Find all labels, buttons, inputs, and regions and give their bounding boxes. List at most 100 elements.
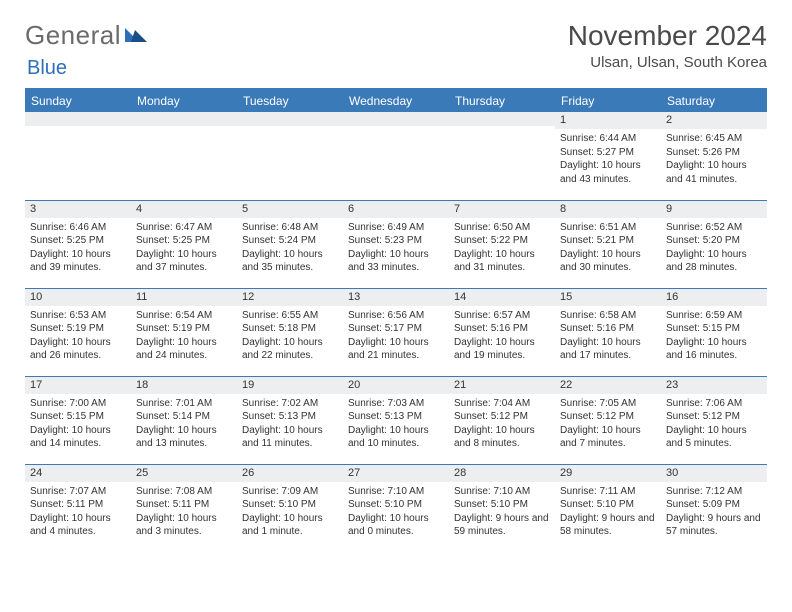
weekday-header: Tuesday <box>237 89 343 112</box>
sunset-text: Sunset: 5:23 PM <box>348 234 444 248</box>
day-cell: 13Sunrise: 6:56 AMSunset: 5:17 PMDayligh… <box>343 288 449 376</box>
day-details: Sunrise: 7:03 AMSunset: 5:13 PMDaylight:… <box>343 394 449 455</box>
day-number: 19 <box>237 377 343 394</box>
day-details: Sunrise: 7:05 AMSunset: 5:12 PMDaylight:… <box>555 394 661 455</box>
day-details: Sunrise: 7:07 AMSunset: 5:11 PMDaylight:… <box>25 482 131 543</box>
day-cell: 7Sunrise: 6:50 AMSunset: 5:22 PMDaylight… <box>449 200 555 288</box>
day-details: Sunrise: 6:48 AMSunset: 5:24 PMDaylight:… <box>237 218 343 279</box>
day-cell: 17Sunrise: 7:00 AMSunset: 5:15 PMDayligh… <box>25 376 131 464</box>
sunrise-text: Sunrise: 7:05 AM <box>560 397 656 411</box>
day-number: 3 <box>25 201 131 218</box>
day-details: Sunrise: 6:54 AMSunset: 5:19 PMDaylight:… <box>131 306 237 367</box>
day-cell: 8Sunrise: 6:51 AMSunset: 5:21 PMDaylight… <box>555 200 661 288</box>
weekday-header-row: Sunday Monday Tuesday Wednesday Thursday… <box>25 89 767 112</box>
day-cell: 26Sunrise: 7:09 AMSunset: 5:10 PMDayligh… <box>237 464 343 552</box>
day-cell <box>343 112 449 200</box>
day-number: 26 <box>237 465 343 482</box>
day-number: 17 <box>25 377 131 394</box>
day-number: 22 <box>555 377 661 394</box>
sunset-text: Sunset: 5:09 PM <box>666 498 762 512</box>
week-row: 24Sunrise: 7:07 AMSunset: 5:11 PMDayligh… <box>25 464 767 552</box>
sunrise-text: Sunrise: 7:06 AM <box>666 397 762 411</box>
day-cell: 27Sunrise: 7:10 AMSunset: 5:10 PMDayligh… <box>343 464 449 552</box>
sunset-text: Sunset: 5:11 PM <box>30 498 126 512</box>
daylight-text: Daylight: 10 hours and 43 minutes. <box>560 159 656 186</box>
daylight-text: Daylight: 10 hours and 21 minutes. <box>348 336 444 363</box>
weekday-header: Sunday <box>25 89 131 112</box>
sunrise-text: Sunrise: 7:04 AM <box>454 397 550 411</box>
daylight-text: Daylight: 10 hours and 37 minutes. <box>136 248 232 275</box>
day-cell: 14Sunrise: 6:57 AMSunset: 5:16 PMDayligh… <box>449 288 555 376</box>
day-number: 13 <box>343 289 449 306</box>
daylight-text: Daylight: 10 hours and 30 minutes. <box>560 248 656 275</box>
daylight-text: Daylight: 10 hours and 26 minutes. <box>30 336 126 363</box>
day-details: Sunrise: 6:52 AMSunset: 5:20 PMDaylight:… <box>661 218 767 279</box>
day-details: Sunrise: 6:45 AMSunset: 5:26 PMDaylight:… <box>661 129 767 190</box>
day-cell: 10Sunrise: 6:53 AMSunset: 5:19 PMDayligh… <box>25 288 131 376</box>
day-cell: 15Sunrise: 6:58 AMSunset: 5:16 PMDayligh… <box>555 288 661 376</box>
sunset-text: Sunset: 5:11 PM <box>136 498 232 512</box>
sunrise-text: Sunrise: 6:47 AM <box>136 221 232 235</box>
sunset-text: Sunset: 5:15 PM <box>666 322 762 336</box>
sunset-text: Sunset: 5:22 PM <box>454 234 550 248</box>
daylight-text: Daylight: 10 hours and 41 minutes. <box>666 159 762 186</box>
day-number: 30 <box>661 465 767 482</box>
day-cell: 29Sunrise: 7:11 AMSunset: 5:10 PMDayligh… <box>555 464 661 552</box>
day-number: 27 <box>343 465 449 482</box>
daylight-text: Daylight: 10 hours and 33 minutes. <box>348 248 444 275</box>
sunrise-text: Sunrise: 6:48 AM <box>242 221 338 235</box>
weekday-header: Wednesday <box>343 89 449 112</box>
sunrise-text: Sunrise: 7:08 AM <box>136 485 232 499</box>
day-details: Sunrise: 6:59 AMSunset: 5:15 PMDaylight:… <box>661 306 767 367</box>
daylight-text: Daylight: 10 hours and 3 minutes. <box>136 512 232 539</box>
sunset-text: Sunset: 5:27 PM <box>560 146 656 160</box>
day-cell: 9Sunrise: 6:52 AMSunset: 5:20 PMDaylight… <box>661 200 767 288</box>
sunset-text: Sunset: 5:18 PM <box>242 322 338 336</box>
day-details: Sunrise: 7:12 AMSunset: 5:09 PMDaylight:… <box>661 482 767 543</box>
sunset-text: Sunset: 5:10 PM <box>454 498 550 512</box>
day-details: Sunrise: 6:55 AMSunset: 5:18 PMDaylight:… <box>237 306 343 367</box>
day-number: 5 <box>237 201 343 218</box>
day-details: Sunrise: 6:49 AMSunset: 5:23 PMDaylight:… <box>343 218 449 279</box>
sunrise-text: Sunrise: 6:49 AM <box>348 221 444 235</box>
sunrise-text: Sunrise: 6:51 AM <box>560 221 656 235</box>
day-cell: 16Sunrise: 6:59 AMSunset: 5:15 PMDayligh… <box>661 288 767 376</box>
day-cell <box>237 112 343 200</box>
day-cell: 23Sunrise: 7:06 AMSunset: 5:12 PMDayligh… <box>661 376 767 464</box>
day-details: Sunrise: 6:56 AMSunset: 5:17 PMDaylight:… <box>343 306 449 367</box>
day-cell: 28Sunrise: 7:10 AMSunset: 5:10 PMDayligh… <box>449 464 555 552</box>
day-cell: 12Sunrise: 6:55 AMSunset: 5:18 PMDayligh… <box>237 288 343 376</box>
daylight-text: Daylight: 10 hours and 39 minutes. <box>30 248 126 275</box>
sunrise-text: Sunrise: 6:44 AM <box>560 132 656 146</box>
logo: General <box>25 20 147 51</box>
day-cell <box>25 112 131 200</box>
day-number: 15 <box>555 289 661 306</box>
day-number: 20 <box>343 377 449 394</box>
sunrise-text: Sunrise: 6:55 AM <box>242 309 338 323</box>
sunset-text: Sunset: 5:15 PM <box>30 410 126 424</box>
day-cell: 3Sunrise: 6:46 AMSunset: 5:25 PMDaylight… <box>25 200 131 288</box>
day-details: Sunrise: 6:50 AMSunset: 5:22 PMDaylight:… <box>449 218 555 279</box>
week-row: 10Sunrise: 6:53 AMSunset: 5:19 PMDayligh… <box>25 288 767 376</box>
day-details: Sunrise: 6:58 AMSunset: 5:16 PMDaylight:… <box>555 306 661 367</box>
day-number: 2 <box>661 112 767 129</box>
day-number: 10 <box>25 289 131 306</box>
week-row: 1Sunrise: 6:44 AMSunset: 5:27 PMDaylight… <box>25 112 767 200</box>
day-number: 9 <box>661 201 767 218</box>
day-number <box>25 112 131 126</box>
sunrise-text: Sunrise: 7:09 AM <box>242 485 338 499</box>
day-details: Sunrise: 7:10 AMSunset: 5:10 PMDaylight:… <box>343 482 449 543</box>
day-details: Sunrise: 7:04 AMSunset: 5:12 PMDaylight:… <box>449 394 555 455</box>
sunrise-text: Sunrise: 6:52 AM <box>666 221 762 235</box>
day-cell: 22Sunrise: 7:05 AMSunset: 5:12 PMDayligh… <box>555 376 661 464</box>
sunset-text: Sunset: 5:12 PM <box>560 410 656 424</box>
day-details: Sunrise: 6:44 AMSunset: 5:27 PMDaylight:… <box>555 129 661 190</box>
day-number <box>449 112 555 126</box>
daylight-text: Daylight: 10 hours and 28 minutes. <box>666 248 762 275</box>
day-details: Sunrise: 7:06 AMSunset: 5:12 PMDaylight:… <box>661 394 767 455</box>
daylight-text: Daylight: 10 hours and 14 minutes. <box>30 424 126 451</box>
day-cell: 5Sunrise: 6:48 AMSunset: 5:24 PMDaylight… <box>237 200 343 288</box>
day-details: Sunrise: 7:09 AMSunset: 5:10 PMDaylight:… <box>237 482 343 543</box>
calendar-table: Sunday Monday Tuesday Wednesday Thursday… <box>25 88 767 552</box>
daylight-text: Daylight: 10 hours and 17 minutes. <box>560 336 656 363</box>
